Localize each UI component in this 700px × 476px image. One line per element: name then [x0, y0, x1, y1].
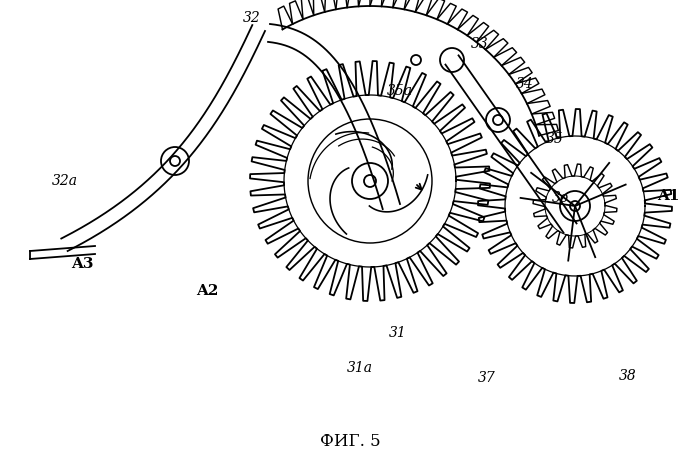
Text: 3o: 3o: [552, 191, 568, 205]
Text: 35: 35: [546, 132, 564, 146]
Circle shape: [570, 201, 580, 211]
Circle shape: [364, 175, 376, 187]
Text: 33: 33: [471, 37, 489, 51]
Text: 31: 31: [389, 326, 407, 340]
Text: 32: 32: [243, 11, 261, 25]
Text: 32a: 32a: [52, 174, 78, 188]
Text: 35a: 35a: [387, 84, 413, 98]
Text: ФИГ. 5: ФИГ. 5: [320, 433, 380, 449]
Text: A2: A2: [196, 284, 218, 298]
Text: 38: 38: [619, 369, 637, 383]
Text: A1: A1: [657, 189, 679, 203]
Text: 31a: 31a: [347, 361, 373, 375]
Text: 37: 37: [478, 371, 496, 385]
Text: 34: 34: [516, 77, 534, 91]
Text: A3: A3: [71, 257, 93, 271]
